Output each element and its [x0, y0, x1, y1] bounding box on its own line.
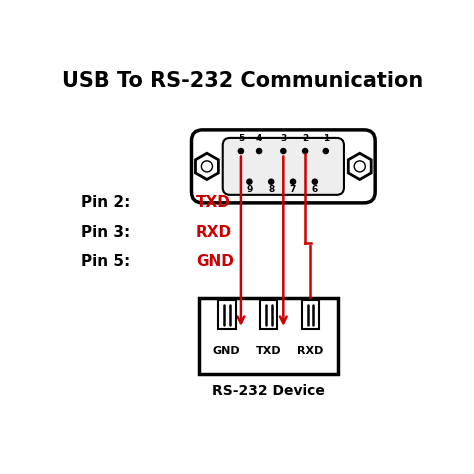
Circle shape — [312, 179, 318, 184]
Bar — [301, 300, 319, 329]
Circle shape — [354, 161, 365, 172]
Text: GND: GND — [196, 254, 234, 269]
Polygon shape — [348, 153, 371, 180]
Text: GND: GND — [213, 346, 241, 356]
Text: Pin 2:: Pin 2: — [82, 195, 136, 210]
Bar — [218, 300, 236, 329]
Text: USB To RS-232 Communication: USB To RS-232 Communication — [62, 72, 424, 91]
Text: 1: 1 — [323, 134, 329, 143]
Text: RXD: RXD — [196, 225, 232, 239]
Text: 6: 6 — [312, 185, 318, 194]
Text: 3: 3 — [280, 134, 286, 143]
Bar — [199, 298, 338, 374]
Text: 4: 4 — [256, 134, 262, 143]
Text: RXD: RXD — [297, 346, 324, 356]
Circle shape — [256, 148, 262, 154]
Circle shape — [281, 148, 286, 154]
Polygon shape — [195, 153, 219, 180]
Circle shape — [302, 148, 308, 154]
Text: 9: 9 — [246, 185, 253, 194]
Text: RS-232 Device: RS-232 Device — [212, 383, 325, 398]
Text: 7: 7 — [290, 185, 296, 194]
Text: TXD: TXD — [256, 346, 282, 356]
Circle shape — [238, 148, 244, 154]
Text: 8: 8 — [268, 185, 274, 194]
FancyBboxPatch shape — [223, 138, 344, 195]
Text: Pin 3:: Pin 3: — [82, 225, 136, 239]
FancyBboxPatch shape — [191, 130, 375, 203]
Text: 2: 2 — [302, 134, 308, 143]
Text: TXD: TXD — [196, 195, 231, 210]
Text: Pin 5:: Pin 5: — [82, 254, 136, 269]
Bar — [260, 300, 277, 329]
Circle shape — [323, 148, 328, 154]
Circle shape — [291, 179, 296, 184]
Circle shape — [269, 179, 274, 184]
Text: 5: 5 — [238, 134, 244, 143]
Circle shape — [247, 179, 252, 184]
Circle shape — [201, 161, 212, 172]
